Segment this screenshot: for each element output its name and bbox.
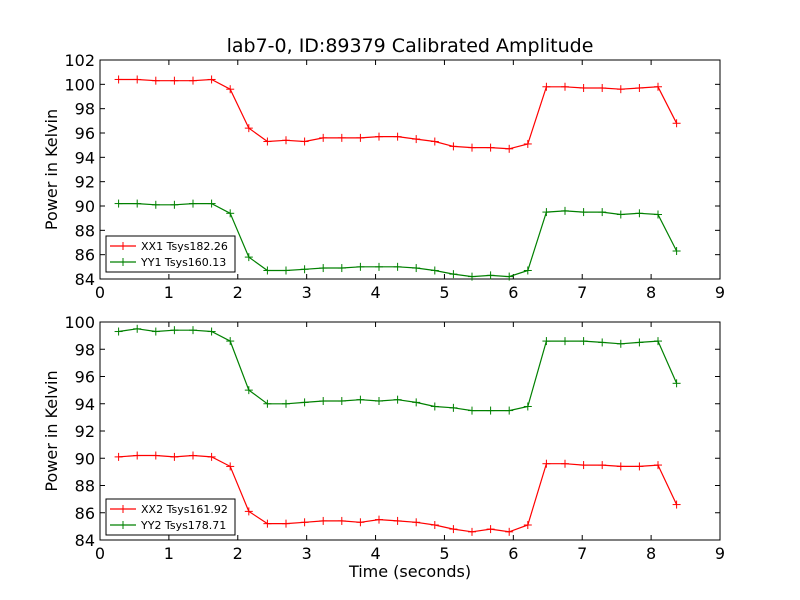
x-tick-label: 0 — [95, 544, 105, 563]
x-tick-label: 8 — [646, 544, 656, 563]
legend-label: YY2 Tsys178.71 — [140, 519, 226, 532]
legend-box — [105, 235, 236, 273]
x-tick-label: 6 — [508, 544, 518, 563]
y-tick-label: 102 — [64, 51, 95, 70]
subplot-1: 0 1 2 3 4 5 6 7 8 9 84 86 88 90 92 94 96 98 100 102 Power in… — [42, 51, 725, 302]
x-tick-label: 9 — [715, 283, 725, 302]
legend: XX2 Tsys161.92 YY2 Tsys178.71 — [105, 498, 236, 536]
x-tick-label: 7 — [577, 544, 587, 563]
y-axis-label: Power in Kelvin — [42, 109, 61, 230]
x-tick-label: 2 — [233, 544, 243, 563]
axes-frame — [99, 59, 721, 280]
x-tick-label: 1 — [164, 283, 174, 302]
x-tick-label: 4 — [370, 544, 380, 563]
y-tick-label: 86 — [75, 246, 95, 265]
subplot-2: 0 1 2 3 4 5 6 7 8 9 84 86 88 90 92 94 96 98 100 Power in Ke… — [42, 313, 725, 581]
x-tick-label: 8 — [646, 283, 656, 302]
y-tick-label: 98 — [75, 100, 95, 119]
y-tick-label: 84 — [75, 531, 95, 550]
y-tick-label: 100 — [64, 313, 95, 332]
legend-label: XX1 Tsys182.26 — [141, 240, 228, 253]
y-tick-label: 88 — [75, 477, 95, 496]
y-tick-label: 94 — [75, 395, 95, 414]
legend: XX1 Tsys182.26 YY1 Tsys160.13 — [105, 235, 236, 273]
y-tick-label: 100 — [64, 75, 95, 94]
x-tick-label: 0 — [95, 283, 105, 302]
y-tick-label: 90 — [75, 197, 95, 216]
legend-label: XX2 Tsys161.92 — [141, 503, 228, 516]
y-tick-label: 86 — [75, 504, 95, 523]
y-tick-label: 98 — [75, 340, 95, 359]
x-tick-label: 3 — [302, 544, 312, 563]
x-tick-label: 3 — [302, 283, 312, 302]
x-tick-label: 6 — [508, 283, 518, 302]
x-tick-label: 5 — [439, 544, 449, 563]
legend-box — [105, 498, 236, 536]
x-tick-label: 7 — [577, 283, 587, 302]
x-tick-label: 1 — [164, 544, 174, 563]
legend-label: YY1 Tsys160.13 — [140, 256, 226, 269]
x-tick-label: 9 — [715, 544, 725, 563]
x-tick-label: 2 — [233, 283, 243, 302]
y-tick-label: 88 — [75, 221, 95, 240]
y-tick-label: 92 — [75, 422, 95, 441]
y-tick-label: 92 — [75, 173, 95, 192]
y-tick-label: 96 — [75, 124, 95, 143]
y-tick-label: 90 — [75, 449, 95, 468]
y-axis-label: Power in Kelvin — [42, 370, 61, 491]
y-tick-label: 84 — [75, 270, 95, 289]
x-axis-label: Time (seconds) — [348, 562, 471, 581]
y-tick-label: 96 — [75, 368, 95, 387]
chart-title: lab7-0, ID:89379 Calibrated Amplitude — [227, 35, 594, 57]
x-tick-label: 5 — [439, 283, 449, 302]
y-tick-label: 94 — [75, 148, 95, 167]
x-tick-label: 4 — [370, 283, 380, 302]
